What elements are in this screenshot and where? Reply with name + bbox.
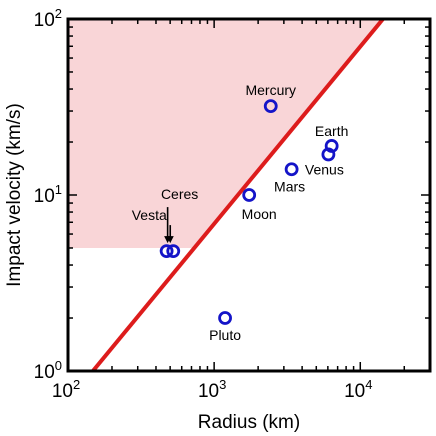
boundary-line-layer: [91, 19, 385, 371]
y-tick-label: 100: [34, 358, 62, 383]
point-label-vesta: Vesta: [132, 207, 167, 223]
point-label-ceres: Ceres: [161, 186, 198, 202]
data-point-venus: [321, 147, 336, 162]
y-tick-label: 101: [34, 182, 62, 207]
point-label-venus: Venus: [305, 161, 344, 177]
point-label-earth: Earth: [315, 123, 348, 139]
x-tick-label: 102: [52, 377, 80, 402]
y-axis-label: Impact velocity (km/s): [4, 103, 25, 287]
shaded-region: [68, 19, 383, 248]
data-points-layer: [159, 99, 339, 325]
point-label-pluto: Pluto: [209, 327, 241, 343]
y-tick-label: 102: [34, 6, 62, 31]
data-point-moon: [242, 188, 257, 202]
x-tick-label: 104: [344, 377, 372, 402]
shaded-region-layer: [68, 19, 383, 248]
annotation-arrows: [164, 207, 174, 244]
boundary-line: [91, 19, 385, 371]
data-point-mars: [284, 162, 299, 177]
vesta-arrow-head: [166, 236, 174, 244]
data-point-ceres: [159, 244, 174, 259]
data-point-vesta: [166, 244, 181, 259]
point-label-mars: Mars: [274, 178, 305, 194]
data-point-pluto: [218, 311, 232, 325]
point-label-moon: Moon: [242, 206, 277, 222]
data-point-mercury: [263, 99, 278, 113]
x-axis-label: Radius (km): [198, 412, 300, 433]
x-tick-label: 103: [198, 377, 226, 402]
plot-frame: [66, 17, 432, 373]
point-label-mercury: Mercury: [245, 82, 296, 98]
